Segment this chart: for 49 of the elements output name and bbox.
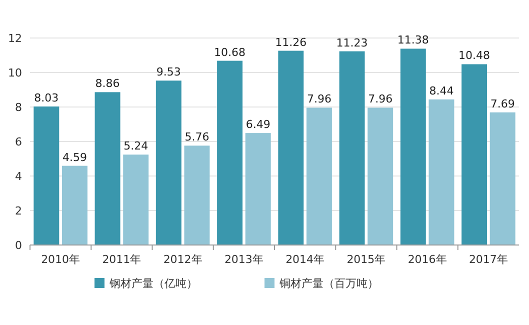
bar <box>62 166 88 245</box>
bar <box>217 60 243 245</box>
bar <box>339 51 365 245</box>
bar <box>245 133 271 245</box>
data-label: 7.96 <box>306 92 332 106</box>
x-tick-label: 2010年 <box>41 253 80 266</box>
bar <box>368 108 394 245</box>
y-tick-label: 4 <box>15 170 22 183</box>
data-label: 10.68 <box>214 46 246 59</box>
x-tick-label: 2017年 <box>468 253 508 266</box>
data-label: 11.23 <box>336 36 368 50</box>
y-tick-label: 12 <box>8 32 22 45</box>
bar <box>462 64 488 245</box>
bar <box>184 146 210 245</box>
x-tick-label: 2011年 <box>102 253 142 266</box>
y-tick-label: 10 <box>8 66 22 80</box>
bar <box>490 112 516 245</box>
y-tick-label: 6 <box>15 135 22 148</box>
x-tick-label: 2016年 <box>408 253 447 266</box>
x-tick-label: 2014年 <box>286 253 325 266</box>
data-label: 10.48 <box>458 49 490 62</box>
data-label: 11.26 <box>275 36 307 49</box>
y-tick-label: 8 <box>15 100 22 114</box>
data-label: 7.96 <box>368 92 393 106</box>
data-label: 6.49 <box>246 118 270 132</box>
bar <box>278 50 304 245</box>
data-label: 8.44 <box>429 84 454 98</box>
data-label: 9.53 <box>156 66 181 79</box>
y-tick-label: 0 <box>15 238 22 252</box>
bar <box>34 106 60 245</box>
data-label: 4.59 <box>62 150 87 164</box>
bar <box>428 99 454 245</box>
data-label: 5.24 <box>124 140 148 153</box>
data-label: 11.38 <box>397 34 429 47</box>
legend-label: 钢材产量（亿吨） <box>108 276 198 290</box>
bar <box>156 80 182 245</box>
bar <box>306 108 332 245</box>
x-tick-label: 2012年 <box>163 253 202 266</box>
x-tick-label: 2015年 <box>346 253 386 266</box>
bar <box>400 48 426 245</box>
x-tick-label: 2013年 <box>224 253 264 266</box>
data-label: 8.03 <box>34 91 59 104</box>
legend-label: 铜材产量（百万吨） <box>278 276 378 290</box>
bar <box>94 92 120 245</box>
data-label: 5.76 <box>184 130 210 144</box>
bar <box>123 154 149 245</box>
data-label: 7.69 <box>490 97 515 110</box>
data-label: 8.86 <box>95 77 120 90</box>
y-tick-label: 2 <box>15 204 22 218</box>
